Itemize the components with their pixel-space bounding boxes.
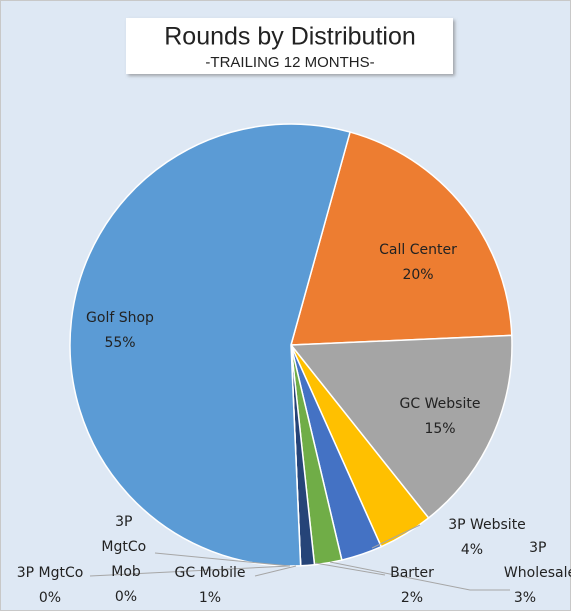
leader-line bbox=[154, 552, 291, 567]
data-label-name: GC Mobile bbox=[175, 565, 246, 581]
data-label-value: 15% bbox=[424, 421, 455, 437]
slice bbox=[69, 123, 351, 567]
data-label-name: 3P Wholesale bbox=[504, 540, 571, 581]
data-label-name: Golf Shop bbox=[86, 310, 154, 326]
data-label-name: Barter bbox=[390, 565, 434, 581]
data-label-name: 3P MgtCo bbox=[17, 565, 84, 581]
title-box bbox=[126, 18, 453, 74]
data-label-value: 4% bbox=[461, 542, 483, 558]
data-label-value: 2% bbox=[401, 590, 423, 606]
data-label-name: GC Website bbox=[400, 396, 481, 412]
chart-subtitle: -TRAILING 12 MONTHS- bbox=[205, 54, 374, 71]
slice bbox=[289, 334, 513, 520]
leader-line bbox=[254, 565, 297, 577]
data-label-value: 3% bbox=[514, 590, 536, 606]
leader-line bbox=[314, 562, 386, 576]
data-label-name: 3P MgtCo Mob bbox=[101, 514, 150, 580]
leader-line bbox=[329, 561, 510, 591]
data-label-value: 0% bbox=[39, 590, 61, 606]
data-label-value: 55% bbox=[104, 335, 135, 351]
chart-title: Rounds by Distribution bbox=[164, 23, 416, 51]
data-label-value: 0% bbox=[115, 589, 137, 605]
leader-line bbox=[371, 524, 421, 549]
pie bbox=[69, 123, 513, 567]
leader-line bbox=[89, 565, 290, 577]
slice bbox=[290, 131, 513, 346]
data-label-value: 20% bbox=[402, 267, 433, 283]
data-label-name: Call Center bbox=[379, 242, 457, 258]
data-label-value: 1% bbox=[199, 590, 221, 606]
data-label-name: 3P Website bbox=[448, 517, 526, 533]
